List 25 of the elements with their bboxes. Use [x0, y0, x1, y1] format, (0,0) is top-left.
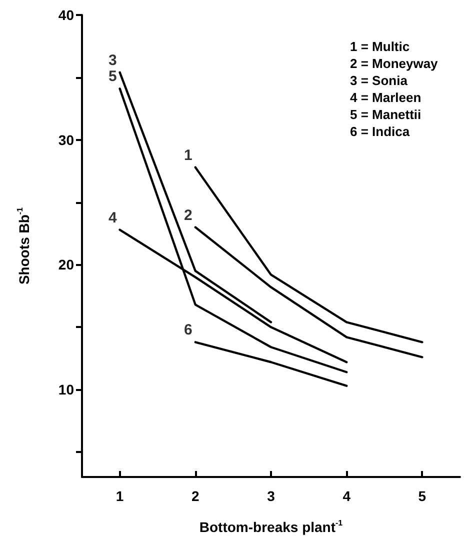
annotation: 4 = Marleen	[350, 90, 422, 105]
annotation: 6 = Indica	[350, 124, 410, 139]
x-tick-label: 2	[192, 488, 200, 504]
line-series	[194, 226, 424, 358]
x-tick-label: 5	[418, 488, 426, 504]
annotation: 2	[184, 206, 192, 224]
annotation: 5	[108, 68, 117, 86]
y-tick-label: 30	[58, 132, 74, 148]
y-axis-title: Shoots Bb-1	[16, 206, 32, 285]
annotation: 4	[108, 209, 118, 226]
line-series	[194, 166, 424, 344]
annotation: 3 = Sonia	[350, 73, 408, 88]
line-series	[118, 88, 348, 374]
annotation: 5 = Manettii	[350, 107, 422, 122]
annotation: 2 = Moneyway	[350, 56, 439, 71]
y-tick-label: 20	[58, 256, 74, 273]
y-tick-label: 10	[58, 382, 74, 398]
annotation: 1 = Multic	[350, 39, 410, 54]
x-tick-label: 4	[342, 488, 351, 504]
annotation: 3	[108, 52, 117, 69]
x-tick-label: 3	[267, 488, 276, 504]
annotation: 1	[184, 146, 192, 164]
x-tick-label: 1	[116, 488, 124, 504]
annotation: 6	[184, 322, 192, 339]
y-tick-label: 40	[58, 7, 74, 23]
